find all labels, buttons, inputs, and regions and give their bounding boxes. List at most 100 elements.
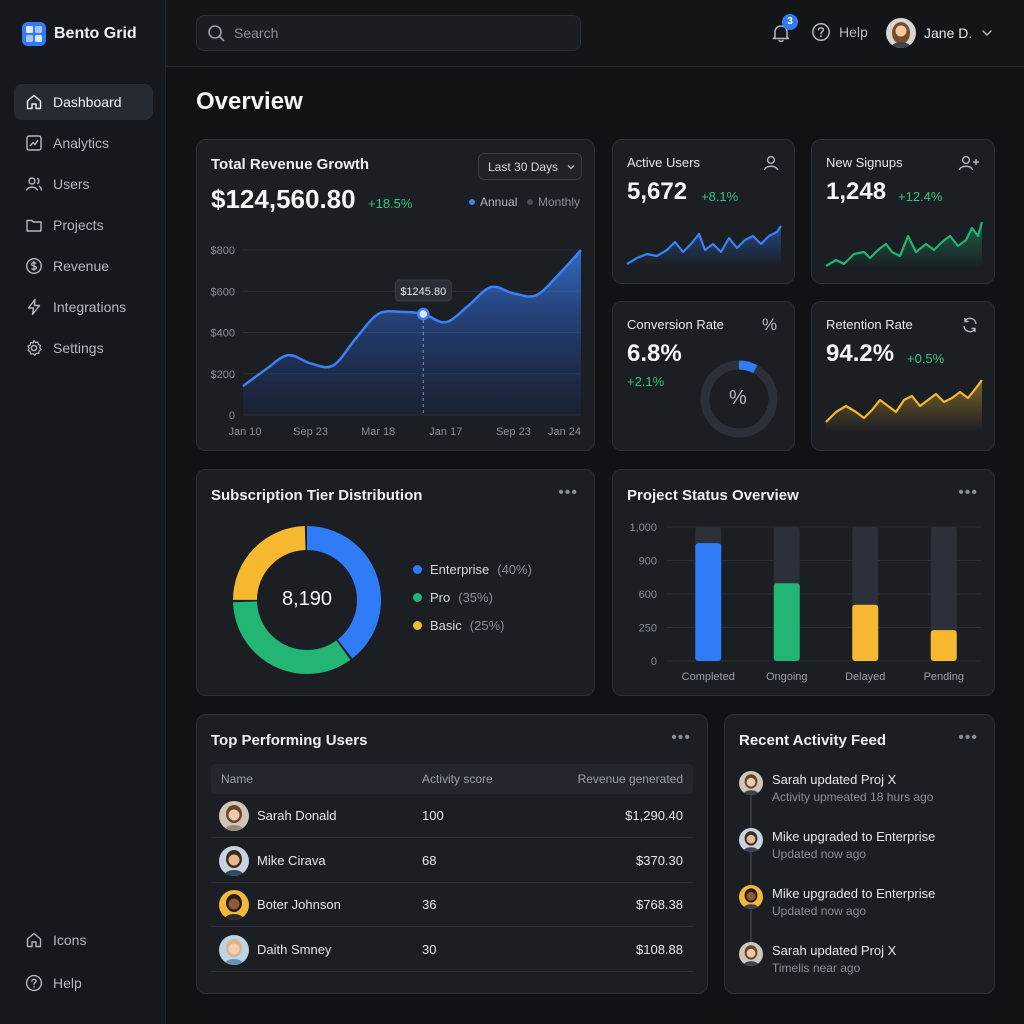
top-users-card: Top Performing Users ••• Name Activity s…: [196, 714, 708, 994]
active-users-card: Active Users 5,672 +8.1%: [612, 139, 795, 284]
gear-icon: [27, 339, 42, 356]
chevron-down-icon: [567, 164, 575, 169]
bar-pending[interactable]: [930, 630, 957, 661]
range-dropdown[interactable]: Last 30 Days: [478, 153, 582, 180]
avatar: [219, 890, 249, 920]
new-signups-value: 1,248: [826, 178, 887, 205]
legend-item-pro[interactable]: Pro (35%): [413, 590, 493, 605]
nav-label: Analytics: [53, 135, 110, 151]
sidebar-item-dashboard[interactable]: Dashboard: [14, 84, 153, 120]
revenue-title: Total Revenue Growth: [211, 156, 370, 173]
home-icon: [26, 94, 42, 110]
donut-slice-enterprise[interactable]: [233, 526, 381, 674]
gauge-percent-label: %: [729, 387, 747, 409]
activity-meta: Activity upmeated 18 hurs ago: [772, 790, 934, 804]
legend-annual-swatch: [469, 199, 475, 205]
column-header-activity[interactable]: Activity score: [422, 772, 493, 786]
legend-item-basic[interactable]: Basic (25%): [413, 618, 504, 633]
highlight-point: [417, 307, 430, 321]
legend-swatch: [413, 593, 422, 602]
bell-icon[interactable]: [770, 22, 792, 44]
avatar: [739, 885, 763, 909]
app-logo[interactable]: Bento Grid: [22, 22, 137, 46]
revenue-value: $124,560.80: [211, 184, 356, 214]
nav-label: Icons: [53, 932, 87, 948]
avatar: [219, 845, 249, 876]
more-options-icon[interactable]: •••: [958, 484, 978, 501]
column-header-revenue[interactable]: Revenue generated: [577, 772, 683, 786]
sidebar-nav: Dashboard Analytics Users Projects Revenue In…: [14, 84, 153, 371]
y-tick-label: 250: [639, 623, 657, 635]
bar-completed[interactable]: [695, 543, 722, 661]
table-row[interactable]: Boter Johnson 36 $768.38: [211, 883, 693, 927]
activity-feed-title: Recent Activity Feed: [739, 732, 886, 749]
users-icon: [25, 177, 43, 191]
refresh-icon: [963, 317, 977, 333]
table-row[interactable]: Sarah Donald 100 $1,290.40: [211, 794, 693, 838]
legend-percent: (25%): [469, 618, 505, 633]
topbar: 3 Help Jane D.: [166, 0, 1024, 67]
active-users-title: Active Users: [627, 155, 700, 170]
more-options-icon[interactable]: •••: [558, 484, 578, 501]
sidebar-item-revenue[interactable]: Revenue: [14, 248, 153, 284]
x-tick-label: Ongoing: [766, 671, 808, 683]
legend-monthly-swatch: [527, 199, 533, 205]
column-header-name[interactable]: Name: [221, 772, 254, 786]
more-options-icon[interactable]: •••: [671, 729, 691, 746]
avatar: [219, 934, 249, 965]
subscription-donut-chart: [233, 526, 381, 674]
sidebar-item-help[interactable]: Help: [14, 965, 153, 1001]
sidebar-item-icons[interactable]: Icons: [14, 922, 153, 958]
sidebar-item-projects[interactable]: Projects: [14, 207, 153, 243]
page-title: Overview: [196, 88, 303, 115]
new-signups-sparkline: [825, 221, 984, 268]
sidebar-item-analytics[interactable]: Analytics: [14, 125, 153, 161]
y-tick-label: $600: [211, 286, 235, 298]
conversion-value: 6.8%: [627, 340, 682, 367]
new-signups-card: New Signups 1,248 +12.4%: [811, 139, 995, 284]
bar-track: [930, 527, 957, 661]
sidebar: Bento Grid Dashboard Analytics Users Projec…: [0, 0, 166, 1024]
activity-meta: Timelis near ago: [772, 961, 861, 975]
bar-ongoing[interactable]: [773, 583, 800, 661]
user-menu[interactable]: Jane D.: [886, 18, 994, 48]
legend-label: Basic: [430, 618, 462, 633]
avatar: [219, 801, 249, 831]
avatar: [739, 771, 763, 795]
project-status-title: Project Status Overview: [627, 487, 799, 504]
user-name: Jane D.: [924, 25, 973, 41]
legend-swatch: [413, 621, 422, 630]
legend-label: Enterprise: [430, 562, 490, 577]
legend-annual[interactable]: Annual: [469, 195, 517, 209]
legend-monthly[interactable]: Monthly: [527, 195, 580, 209]
chart-icon: [26, 135, 42, 151]
table-row[interactable]: Daith Smney 30 $108.88: [211, 928, 693, 972]
sidebar-item-integrations[interactable]: Integrations: [14, 289, 153, 325]
x-tick-label: Jan 24: [548, 426, 581, 438]
project-status-bar-chart: 1,000 900 600 250 0 Completed Ongoing Delayed Pe…: [629, 522, 981, 683]
x-tick-label: Sep 23: [293, 426, 328, 438]
new-signups-change: +12.4%: [898, 189, 943, 204]
sidebar-item-users[interactable]: Users: [14, 166, 153, 202]
revenue-generated: $768.38: [636, 897, 683, 912]
avatar: [739, 828, 763, 852]
folder-icon: [26, 219, 42, 232]
donut-slice-pro[interactable]: [233, 526, 381, 674]
bar-delayed[interactable]: [852, 604, 879, 661]
more-options-icon[interactable]: •••: [958, 729, 978, 746]
legend-annual-label: Annual: [480, 195, 518, 209]
help-icon: [25, 974, 43, 992]
sidebar-item-settings[interactable]: Settings: [14, 330, 153, 366]
notification-badge: 3: [782, 14, 798, 30]
search-bar[interactable]: [196, 15, 581, 51]
legend-item-enterprise[interactable]: Enterprise (40%): [413, 562, 532, 577]
sidebar-bottom-nav: Icons Help: [14, 922, 153, 1008]
y-tick-label: 1,000: [629, 522, 657, 534]
y-tick-label: $800: [211, 245, 235, 257]
search-input[interactable]: [234, 25, 554, 41]
table-row[interactable]: Mike Cirava 68 $370.30: [211, 839, 693, 883]
activity-feed-card: Recent Activity Feed ••• Sarah updated P…: [724, 714, 995, 994]
legend-monthly-label: Monthly: [538, 195, 581, 209]
subscription-card: Subscription Tier Distribution ••• 8,190…: [196, 469, 595, 696]
help-button[interactable]: Help: [811, 22, 868, 42]
